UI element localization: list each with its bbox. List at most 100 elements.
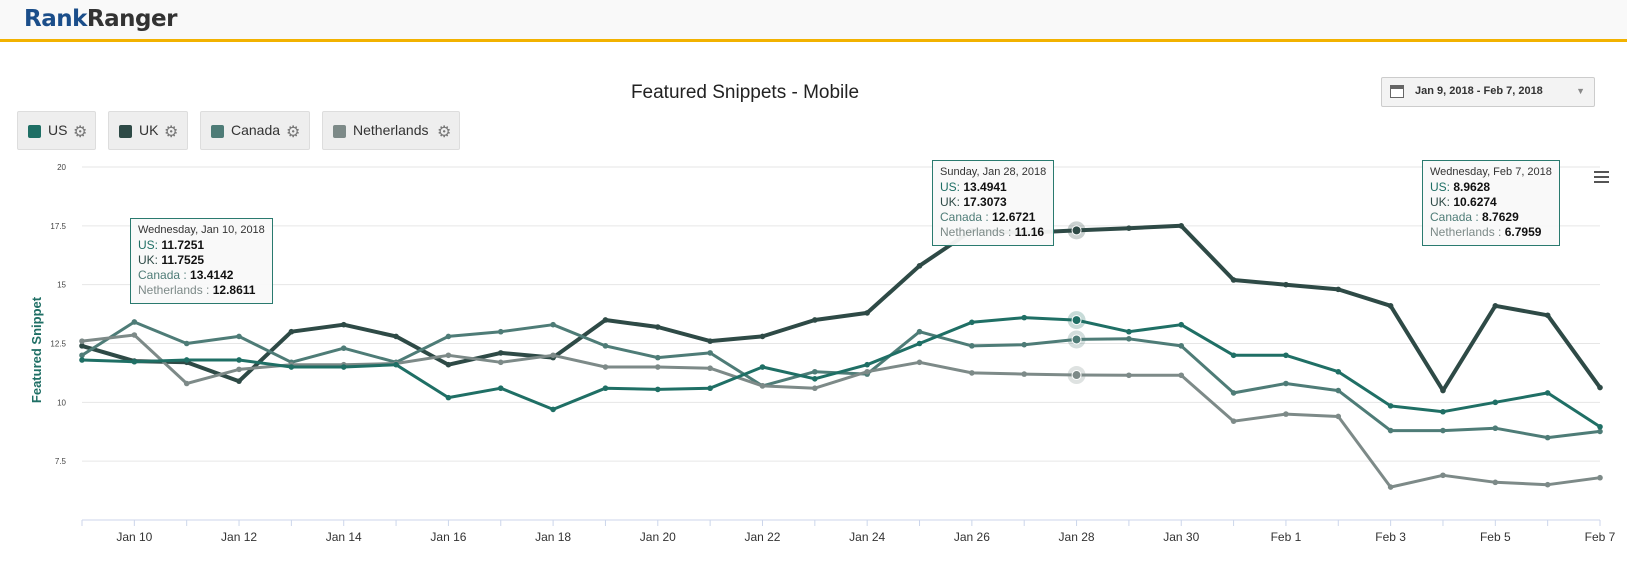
- data-point[interactable]: [445, 352, 452, 359]
- data-point[interactable]: [550, 352, 556, 359]
- data-point[interactable]: [1283, 352, 1289, 359]
- data-point[interactable]: [654, 324, 661, 330]
- data-point[interactable]: [916, 340, 923, 347]
- data-point[interactable]: [1126, 372, 1132, 379]
- data-point[interactable]: [183, 340, 190, 347]
- rankranger-logo[interactable]: RankRanger: [24, 6, 177, 32]
- data-point[interactable]: [497, 350, 504, 356]
- data-point[interactable]: [1126, 328, 1132, 335]
- data-point[interactable]: [1440, 408, 1446, 415]
- data-point[interactable]: [1126, 335, 1132, 342]
- data-point[interactable]: [1283, 281, 1289, 288]
- gear-icon[interactable]: ⚙: [164, 124, 179, 141]
- data-point[interactable]: [759, 383, 766, 389]
- data-point[interactable]: [812, 317, 818, 323]
- data-point[interactable]: [1021, 341, 1028, 348]
- data-point[interactable]: [969, 319, 975, 326]
- data-point[interactable]: [1126, 225, 1132, 231]
- data-point[interactable]: [497, 359, 504, 366]
- data-point[interactable]: [1387, 427, 1394, 434]
- data-point[interactable]: [1387, 303, 1394, 309]
- data-point[interactable]: [236, 357, 242, 363]
- data-point[interactable]: [131, 332, 138, 338]
- data-point[interactable]: [1178, 321, 1185, 328]
- data-point[interactable]: [1283, 380, 1289, 387]
- data-point[interactable]: [1178, 343, 1185, 349]
- data-point[interactable]: [707, 365, 713, 372]
- data-point[interactable]: [1335, 286, 1342, 293]
- data-point[interactable]: [1544, 481, 1551, 488]
- data-point[interactable]: [1335, 368, 1342, 375]
- data-point[interactable]: [1597, 428, 1603, 435]
- data-point[interactable]: [1021, 314, 1028, 321]
- data-point[interactable]: [916, 328, 923, 335]
- data-point[interactable]: [864, 361, 870, 368]
- legend-item-netherlands[interactable]: Netherlands ⚙: [322, 111, 460, 150]
- date-range-picker[interactable]: Jan 9, 2018 - Feb 7, 2018 ▼: [1381, 77, 1595, 107]
- data-point[interactable]: [1178, 372, 1185, 379]
- data-point[interactable]: [236, 378, 242, 384]
- data-point[interactable]: [916, 263, 923, 269]
- data-point[interactable]: [1597, 423, 1603, 430]
- data-point[interactable]: [340, 345, 347, 352]
- data-point[interactable]: [654, 354, 661, 361]
- data-point[interactable]: [1387, 484, 1394, 490]
- data-point[interactable]: [1492, 399, 1499, 406]
- data-point[interactable]: [550, 406, 556, 413]
- data-point[interactable]: [1597, 474, 1603, 481]
- data-point[interactable]: [759, 333, 766, 340]
- data-point[interactable]: [1492, 479, 1499, 486]
- hamburger-menu-icon[interactable]: [1594, 171, 1609, 186]
- data-point[interactable]: [1230, 277, 1237, 283]
- data-point[interactable]: [707, 338, 713, 344]
- data-point[interactable]: [79, 357, 85, 363]
- data-point[interactable]: [445, 333, 452, 340]
- data-point[interactable]: [1544, 390, 1551, 396]
- data-point[interactable]: [131, 358, 138, 365]
- data-point[interactable]: [79, 352, 85, 359]
- data-point[interactable]: [1178, 223, 1185, 229]
- data-point[interactable]: [183, 357, 190, 363]
- data-point[interactable]: [1230, 352, 1237, 359]
- data-point[interactable]: [1335, 387, 1342, 394]
- data-point[interactable]: [864, 310, 870, 316]
- data-point[interactable]: [1387, 403, 1394, 409]
- data-point[interactable]: [602, 343, 609, 349]
- data-point[interactable]: [812, 385, 818, 392]
- data-point[interactable]: [654, 386, 661, 393]
- data-point[interactable]: [864, 368, 870, 375]
- data-point[interactable]: [602, 364, 609, 370]
- data-point[interactable]: [445, 394, 452, 401]
- data-point[interactable]: [340, 364, 347, 370]
- data-point[interactable]: [393, 333, 399, 340]
- data-point[interactable]: [812, 376, 818, 382]
- data-point[interactable]: [550, 321, 556, 328]
- gear-icon[interactable]: ⚙: [286, 124, 301, 141]
- data-point[interactable]: [340, 321, 347, 328]
- data-point[interactable]: [1440, 472, 1446, 479]
- data-point[interactable]: [393, 361, 399, 368]
- data-point[interactable]: [969, 370, 975, 376]
- data-point[interactable]: [969, 343, 975, 349]
- series-line-netherlands[interactable]: [81, 333, 1601, 489]
- data-point[interactable]: [916, 359, 923, 366]
- legend-item-uk[interactable]: UK ⚙: [108, 111, 188, 150]
- data-point[interactable]: [654, 364, 661, 370]
- series-line-uk[interactable]: [81, 223, 1602, 393]
- data-point[interactable]: [236, 366, 242, 373]
- data-point[interactable]: [497, 385, 504, 392]
- data-point[interactable]: [1021, 371, 1028, 377]
- data-point[interactable]: [1440, 387, 1446, 394]
- data-point[interactable]: [707, 385, 713, 392]
- series-line-us[interactable]: [81, 316, 1601, 428]
- data-point[interactable]: [131, 319, 138, 325]
- data-point[interactable]: [1544, 434, 1551, 441]
- data-point[interactable]: [1230, 418, 1237, 424]
- data-point[interactable]: [602, 317, 609, 323]
- data-point[interactable]: [1492, 303, 1499, 309]
- gear-icon[interactable]: ⚙: [437, 124, 452, 141]
- data-point[interactable]: [79, 343, 85, 349]
- legend-item-canada[interactable]: Canada ⚙: [200, 111, 310, 150]
- data-point[interactable]: [1597, 384, 1603, 391]
- data-point[interactable]: [288, 328, 295, 335]
